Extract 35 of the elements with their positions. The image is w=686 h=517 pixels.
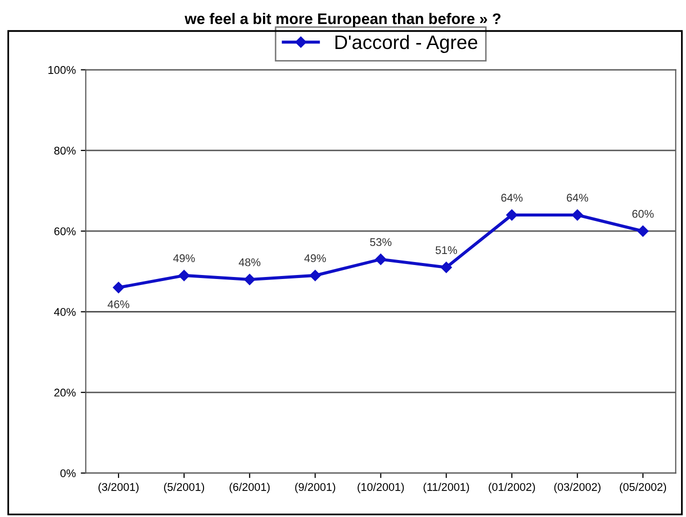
point xyxy=(440,262,452,273)
point xyxy=(572,209,583,221)
legend-label: D'accord - Agree xyxy=(336,34,478,53)
point xyxy=(637,225,649,237)
x-tick-label: (6/2001) xyxy=(230,482,270,494)
data-label: 51% xyxy=(436,246,458,254)
x-tick-label: (5/2001) xyxy=(164,482,204,494)
chart-title: we feel a bit more European than before » ? xyxy=(184,12,500,28)
y-tick-label: 40% xyxy=(54,308,76,316)
x-tick-label: (01/2002) xyxy=(488,482,535,494)
data-label: 60% xyxy=(632,210,654,218)
y-tick-label: 0% xyxy=(60,469,76,478)
data-label: 49% xyxy=(304,254,326,262)
point xyxy=(375,254,386,265)
x-tick-label: (03/2002) xyxy=(554,482,600,494)
x-tick-label: (05/2002) xyxy=(620,482,666,494)
data-label: 48% xyxy=(238,258,260,266)
data-label: 53% xyxy=(370,238,392,246)
data-label: 64% xyxy=(566,194,588,202)
x-tick-label: (10/2001) xyxy=(358,482,404,494)
data-label: 46% xyxy=(108,300,130,308)
y-tick-label: 60% xyxy=(54,227,76,236)
data-label: 49% xyxy=(173,254,195,262)
point xyxy=(506,209,518,221)
y-tick-label: 80% xyxy=(54,146,76,155)
data-label: 64% xyxy=(501,194,523,202)
y-tick-label: 20% xyxy=(54,388,76,397)
y-tick-label: 100% xyxy=(48,66,76,74)
x-tick-label: (11/2001) xyxy=(424,482,469,494)
x-tick-label: (3/2001) xyxy=(98,482,139,494)
x-tick-label: (9/2001) xyxy=(295,482,336,494)
point xyxy=(310,270,321,282)
point xyxy=(244,274,256,286)
point xyxy=(178,270,190,282)
point xyxy=(112,282,124,294)
